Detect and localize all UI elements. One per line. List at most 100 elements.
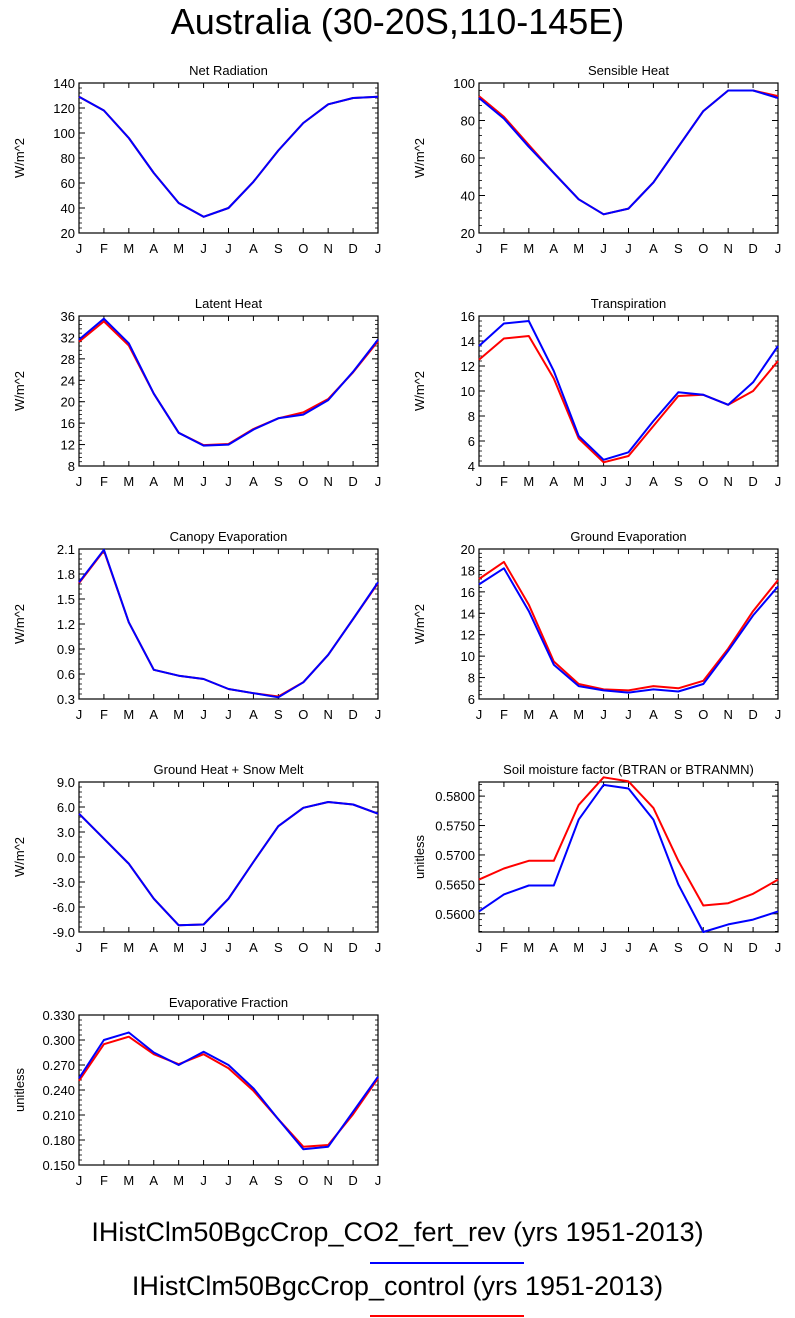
x-tick-label: J [225,241,232,256]
series-line-co2-fert-rev [478,783,779,933]
series-line-control [78,549,379,698]
x-tick-label: J [600,707,607,722]
x-tick-label: D [348,241,357,256]
y-tick-label: 4 [468,459,475,474]
y-tick-label: 28 [61,352,75,367]
x-tick-label: S [674,940,683,955]
y-tick-label: 0.3 [57,692,75,707]
series-line-control [78,95,379,218]
y-tick-label: 36 [61,309,75,324]
plot-frame [478,548,779,700]
x-tick-label: D [348,1173,357,1188]
x-tick-label: N [323,241,332,256]
series-line-co2-fert-rev [78,548,379,699]
y-tick-label: 20 [61,226,75,241]
x-tick-label: J [200,1173,207,1188]
y-tick-label: 12 [61,438,75,453]
panel-title: Evaporative Fraction [169,995,288,1010]
x-tick-label: O [298,241,308,256]
plot-frame [478,315,779,467]
panel-title: Net Radiation [189,63,268,78]
series-line-co2-fert-rev [78,801,379,927]
plot-frame [78,548,379,700]
x-tick-label: J [476,940,483,955]
series-line-control [478,776,779,907]
y-tick-label: 120 [53,101,75,116]
plot-frame [478,82,779,234]
x-tick-label: O [298,940,308,955]
x-tick-label: J [775,707,782,722]
x-tick-label: A [649,474,658,489]
y-tick-label: 14 [461,606,475,621]
x-tick-label: F [500,707,508,722]
x-tick-label: A [149,474,158,489]
x-tick-label: D [748,474,757,489]
y-tick-label: -3.0 [53,875,75,890]
x-tick-label: S [274,241,283,256]
x-tick-label: F [500,940,508,955]
series-line-control [478,89,779,216]
y-tick-label: 8 [468,409,475,424]
x-tick-label: J [375,1173,382,1188]
legend-swatch-control [370,1315,524,1317]
y-tick-label: 80 [461,114,475,129]
x-tick-label: M [573,241,584,256]
x-tick-label: J [200,707,207,722]
y-tick-label: -9.0 [53,925,75,940]
panel-title: Canopy Evaporation [170,529,288,544]
y-tick-label: 1.8 [57,567,75,582]
y-tick-label: 0.5700 [435,848,475,863]
y-tick-label: 0.9 [57,642,75,657]
y-tick-label: -6.0 [53,900,75,915]
x-tick-label: N [323,707,332,722]
x-tick-label: A [649,707,658,722]
plot-frame [78,82,379,234]
legend-swatch-co2-fert-rev [370,1262,524,1264]
x-tick-label: O [298,707,308,722]
x-tick-label: J [476,474,483,489]
y-tick-label: 1.2 [57,617,75,632]
x-tick-label: J [375,940,382,955]
y-tick-label: 12 [461,359,475,374]
x-tick-label: M [573,474,584,489]
y-tick-label: 0.5800 [435,789,475,804]
x-tick-label: J [76,940,83,955]
y-tick-label: 60 [461,151,475,166]
x-tick-label: J [476,707,483,722]
y-tick-label: 6 [468,692,475,707]
x-tick-label: J [76,707,83,722]
y-tick-label: 20 [461,542,475,557]
x-tick-label: A [149,1173,158,1188]
x-tick-label: J [225,1173,232,1188]
x-tick-label: N [723,940,732,955]
series-line-control [78,320,379,447]
x-tick-label: S [274,474,283,489]
x-tick-label: D [748,707,757,722]
y-tick-label: 100 [453,76,475,91]
series-line-co2-fert-rev [478,320,779,461]
series-line-co2-fert-rev [478,567,779,694]
y-tick-label: 24 [61,373,75,388]
y-tick-label: 10 [461,649,475,664]
y-tick-label: 140 [53,76,75,91]
x-tick-label: J [200,940,207,955]
x-tick-label: J [76,1173,83,1188]
x-tick-label: D [348,940,357,955]
y-tick-label: 16 [461,309,475,324]
x-tick-label: M [523,707,534,722]
x-tick-label: D [748,241,757,256]
x-tick-label: F [500,241,508,256]
x-tick-label: J [76,474,83,489]
x-tick-label: O [698,474,708,489]
y-tick-label: 1.5 [57,592,75,607]
x-tick-label: D [748,940,757,955]
y-tick-label: 0.5650 [435,877,475,892]
x-tick-label: J [775,940,782,955]
x-tick-label: J [225,940,232,955]
x-tick-label: D [348,707,357,722]
x-tick-label: M [173,474,184,489]
x-tick-label: A [249,474,258,489]
x-tick-label: A [149,241,158,256]
